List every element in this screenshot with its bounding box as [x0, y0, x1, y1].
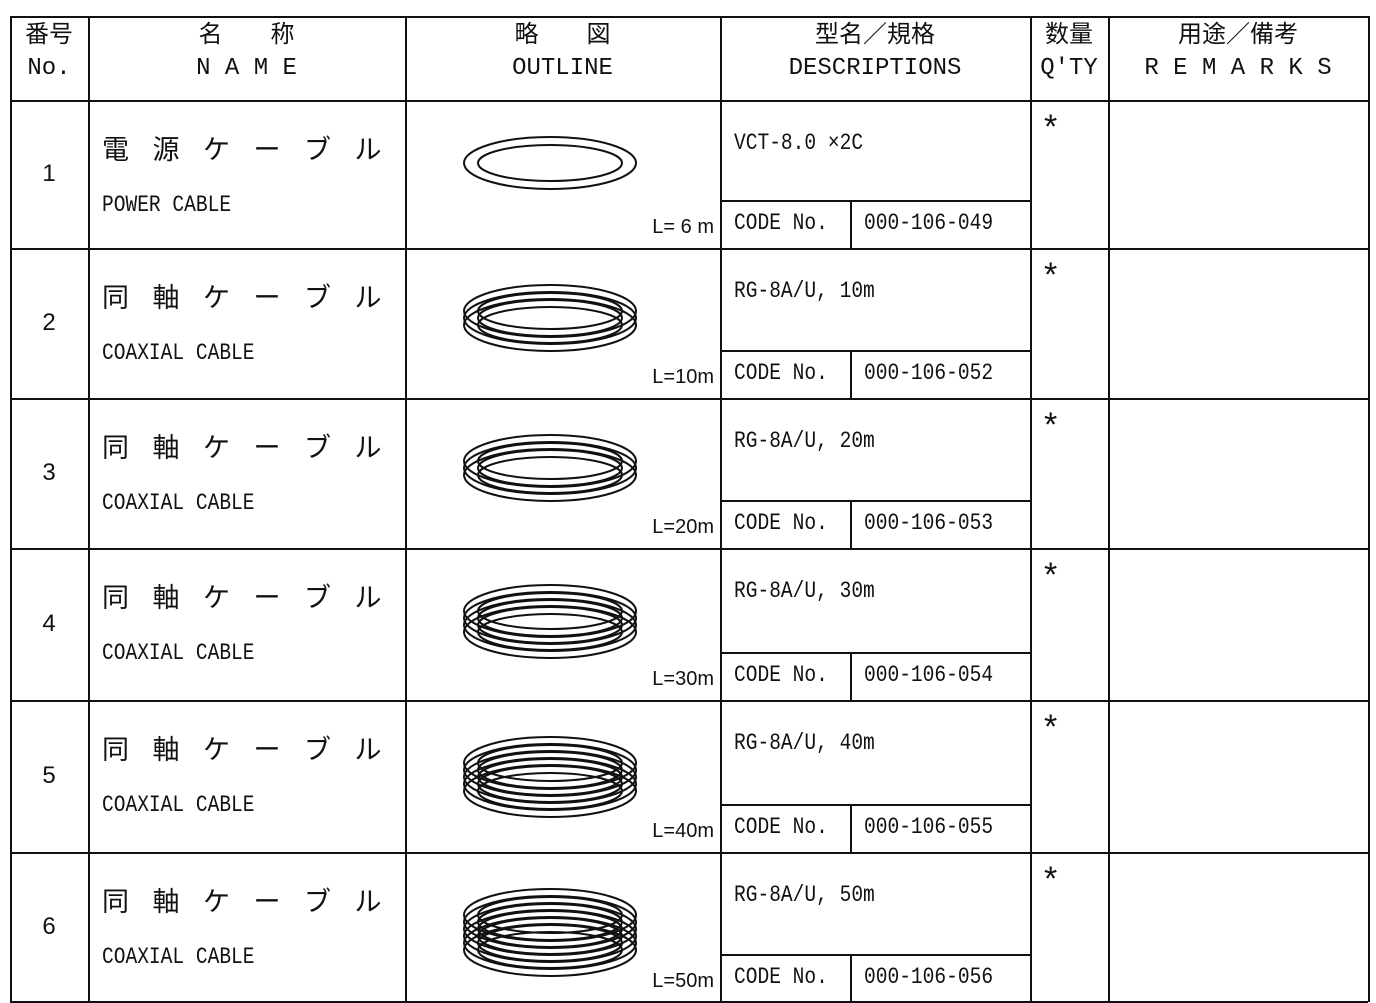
rule	[850, 500, 852, 548]
rule	[720, 200, 1030, 202]
cable-length: L=50m	[652, 970, 714, 992]
header-en: No.	[27, 55, 71, 82]
rule	[720, 804, 1030, 806]
name-en: COAXIAL CABLE	[102, 340, 255, 366]
rule	[850, 954, 852, 1002]
cable-length: L=40m	[652, 820, 714, 842]
rule	[720, 954, 1030, 956]
description: VCT-8.0 ×2C	[734, 130, 864, 156]
rule	[10, 700, 1368, 702]
code: 000-106-052	[864, 360, 994, 386]
cable-length: L=30m	[652, 668, 714, 690]
header-en: OUTLINE	[512, 55, 613, 82]
rule	[850, 652, 852, 700]
name-jp: 同 軸 ケ ー ブ ル	[102, 433, 390, 463]
name-jp: 同 軸 ケ ー ブ ル	[102, 283, 390, 313]
code-label: CODE No.	[734, 964, 828, 990]
header-jp: 名 称	[198, 23, 295, 50]
name-en: COAXIAL CABLE	[102, 490, 255, 516]
code: 000-106-056	[864, 964, 994, 990]
cable-length: L=10m	[652, 366, 714, 388]
description: RG-8A/U, 20m	[734, 428, 875, 454]
rule	[850, 200, 852, 248]
rule	[10, 100, 1368, 102]
cable-drawing	[463, 888, 637, 977]
code-label: CODE No.	[734, 360, 828, 386]
rule	[10, 398, 1368, 400]
rule	[850, 804, 852, 852]
name-jp: 同 軸 ケ ー ブ ル	[102, 583, 390, 613]
header-jp: 型名／規格	[815, 23, 935, 50]
qty: *	[1044, 256, 1058, 294]
rule	[720, 16, 722, 1002]
row-number: 2	[42, 309, 56, 336]
code-label: CODE No.	[734, 210, 828, 236]
header-jp: 用途／備考	[1178, 23, 1298, 50]
rule	[720, 652, 1030, 654]
code: 000-106-049	[864, 210, 994, 236]
rule	[10, 548, 1368, 550]
cable-length: L= 6 m	[652, 216, 714, 238]
description: RG-8A/U, 50m	[734, 882, 875, 908]
description: RG-8A/U, 10m	[734, 278, 875, 304]
code-label: CODE No.	[734, 662, 828, 688]
name-en: POWER CABLE	[102, 192, 232, 218]
description: RG-8A/U, 40m	[734, 730, 875, 756]
qty: *	[1044, 556, 1058, 594]
code: 000-106-053	[864, 510, 994, 536]
qty: *	[1044, 406, 1058, 444]
name-en: COAXIAL CABLE	[102, 944, 255, 970]
rule	[405, 16, 407, 1002]
code-label: CODE No.	[734, 510, 828, 536]
rule	[720, 500, 1030, 502]
qty: *	[1044, 860, 1058, 898]
cable-drawing	[463, 284, 637, 352]
cable-drawing	[463, 434, 637, 502]
rule	[88, 16, 90, 1002]
name-en: COAXIAL CABLE	[102, 640, 255, 666]
name-jp: 同 軸 ケ ー ブ ル	[102, 887, 390, 917]
cable-drawing	[463, 136, 637, 190]
row-number: 3	[42, 459, 56, 486]
header-en: Q'TY	[1040, 55, 1098, 82]
rule	[1030, 16, 1032, 1002]
rule	[10, 248, 1368, 250]
rule	[1368, 16, 1370, 1002]
cable-length: L=20m	[652, 516, 714, 538]
name-jp: 同 軸 ケ ー ブ ル	[102, 735, 390, 765]
header-jp: 略 図	[514, 23, 611, 50]
header-en: R E M A R K S	[1144, 55, 1332, 82]
description: RG-8A/U, 30m	[734, 578, 875, 604]
header-en: N A M E	[196, 55, 297, 82]
cable-drawing	[463, 584, 637, 659]
code: 000-106-054	[864, 662, 994, 688]
qty: *	[1044, 108, 1058, 146]
row-number: 4	[42, 610, 56, 637]
rule	[10, 852, 1368, 854]
header-jp: 番号	[25, 23, 73, 50]
row-number: 6	[42, 913, 56, 940]
rule	[10, 1001, 1368, 1003]
name-en: COAXIAL CABLE	[102, 792, 255, 818]
name-jp: 電 源 ケ ー ブ ル	[102, 135, 390, 165]
code: 000-106-055	[864, 814, 994, 840]
rule	[720, 350, 1030, 352]
cable-drawing	[463, 736, 637, 818]
code-label: CODE No.	[734, 814, 828, 840]
rule	[10, 16, 12, 1002]
header-jp: 数量	[1045, 23, 1093, 50]
rule	[10, 16, 1368, 18]
row-number: 1	[42, 160, 56, 187]
rule	[1108, 16, 1110, 1002]
qty: *	[1044, 708, 1058, 746]
row-number: 5	[42, 762, 56, 789]
rule	[850, 350, 852, 398]
header-en: DESCRIPTIONS	[788, 55, 962, 82]
